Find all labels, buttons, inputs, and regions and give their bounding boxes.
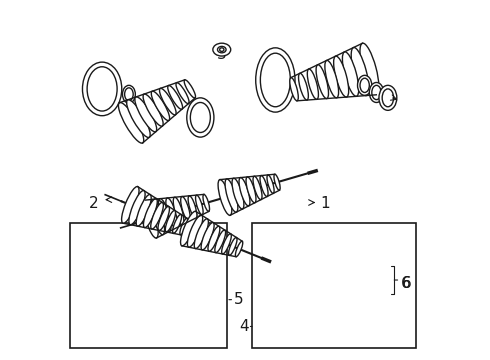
Ellipse shape	[165, 210, 175, 232]
Ellipse shape	[316, 65, 328, 99]
Text: 2: 2	[89, 196, 98, 211]
Ellipse shape	[188, 196, 196, 218]
Ellipse shape	[246, 177, 256, 203]
Ellipse shape	[239, 177, 250, 206]
Ellipse shape	[369, 82, 384, 103]
Ellipse shape	[201, 222, 214, 250]
FancyBboxPatch shape	[70, 223, 227, 348]
Ellipse shape	[325, 60, 339, 98]
Ellipse shape	[184, 80, 196, 98]
Ellipse shape	[215, 230, 225, 253]
Ellipse shape	[151, 91, 170, 121]
Ellipse shape	[218, 180, 232, 215]
Ellipse shape	[122, 186, 139, 223]
Text: 4: 4	[239, 319, 248, 334]
Ellipse shape	[343, 52, 359, 96]
Ellipse shape	[334, 56, 349, 97]
Ellipse shape	[382, 89, 393, 107]
Ellipse shape	[158, 206, 170, 230]
Text: 5: 5	[234, 292, 244, 307]
Ellipse shape	[253, 176, 262, 200]
Ellipse shape	[228, 238, 237, 255]
Ellipse shape	[218, 46, 226, 53]
Ellipse shape	[173, 197, 184, 225]
Ellipse shape	[180, 218, 188, 235]
Text: 6: 6	[400, 276, 410, 291]
Ellipse shape	[260, 53, 291, 107]
Ellipse shape	[274, 174, 280, 190]
Ellipse shape	[372, 85, 381, 100]
Ellipse shape	[232, 178, 244, 209]
Ellipse shape	[119, 103, 144, 143]
Ellipse shape	[176, 82, 189, 104]
Ellipse shape	[351, 48, 369, 96]
Ellipse shape	[256, 48, 295, 112]
Ellipse shape	[180, 211, 197, 246]
Ellipse shape	[379, 85, 397, 111]
Ellipse shape	[160, 88, 176, 115]
Ellipse shape	[235, 241, 243, 257]
Ellipse shape	[290, 77, 298, 101]
Ellipse shape	[213, 43, 231, 56]
Ellipse shape	[122, 85, 135, 103]
Ellipse shape	[190, 103, 210, 132]
Ellipse shape	[225, 179, 238, 212]
Ellipse shape	[360, 78, 369, 93]
Ellipse shape	[203, 194, 210, 211]
Ellipse shape	[168, 85, 183, 109]
Ellipse shape	[221, 234, 231, 254]
Ellipse shape	[158, 199, 171, 231]
Ellipse shape	[196, 195, 203, 215]
Ellipse shape	[220, 48, 224, 51]
Ellipse shape	[358, 75, 372, 95]
Ellipse shape	[126, 100, 150, 138]
Ellipse shape	[82, 62, 122, 116]
Ellipse shape	[181, 197, 190, 221]
Text: 1: 1	[320, 196, 330, 211]
Ellipse shape	[144, 200, 158, 238]
FancyBboxPatch shape	[252, 223, 416, 348]
Ellipse shape	[194, 219, 208, 249]
Ellipse shape	[151, 199, 165, 235]
Text: 3: 3	[217, 47, 227, 62]
Ellipse shape	[129, 190, 145, 225]
Ellipse shape	[144, 198, 157, 228]
Ellipse shape	[267, 175, 274, 193]
Ellipse shape	[143, 94, 163, 126]
Ellipse shape	[187, 215, 203, 247]
Text: 6: 6	[401, 276, 411, 291]
Ellipse shape	[136, 194, 151, 226]
Ellipse shape	[260, 176, 268, 197]
Ellipse shape	[208, 226, 220, 251]
Ellipse shape	[135, 97, 157, 132]
Ellipse shape	[124, 88, 133, 101]
Ellipse shape	[307, 69, 318, 99]
Ellipse shape	[172, 214, 182, 233]
Ellipse shape	[360, 43, 379, 95]
Ellipse shape	[298, 73, 308, 100]
Ellipse shape	[87, 67, 117, 111]
Ellipse shape	[151, 202, 163, 229]
Ellipse shape	[166, 198, 177, 228]
Ellipse shape	[187, 98, 214, 137]
